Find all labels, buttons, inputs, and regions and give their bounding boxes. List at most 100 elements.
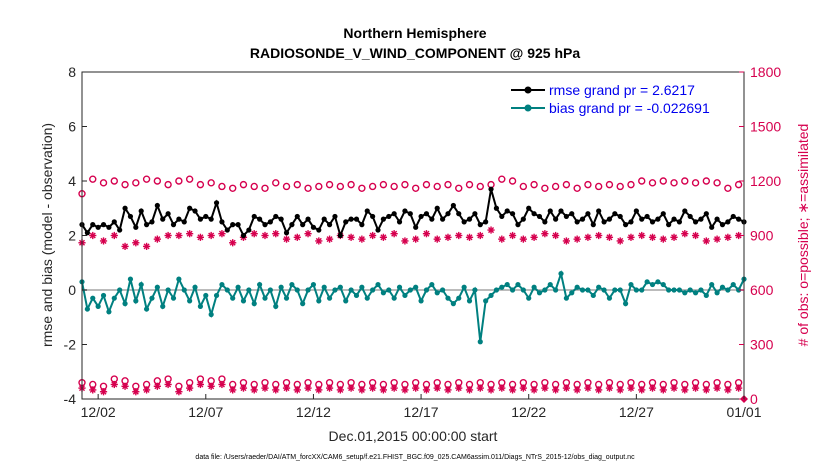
obs-possible-marker (476, 182, 484, 191)
rmse-line (81, 188, 745, 239)
obs-assimilated-marker (250, 230, 258, 238)
rmse-point (558, 208, 564, 214)
rmse-point (553, 216, 559, 222)
rmse-point (569, 211, 575, 217)
asterisk-stroke (423, 386, 430, 393)
obs-assimilated-marker (369, 384, 377, 392)
rmse-point (208, 216, 214, 222)
obs-assimilated-marker (530, 386, 538, 394)
obs-possible-marker (207, 179, 215, 187)
obs-possible-marker (358, 184, 366, 192)
obs-assimilated-marker (207, 382, 215, 390)
obs-possible-marker (411, 184, 420, 192)
obs-assimilated-marker (552, 231, 560, 240)
obs-assimilated-marker (508, 386, 517, 394)
asterisk-stroke (412, 385, 419, 392)
obs-assimilated-marker (487, 226, 495, 234)
bias-point (509, 287, 516, 293)
obs-possible-marker (594, 182, 603, 191)
rmse-point (310, 224, 317, 230)
rmse-point (278, 216, 284, 222)
asterisk-stroke (563, 237, 570, 244)
obs-possible-marker (573, 184, 581, 192)
obs-assimilated-marker (153, 382, 161, 390)
asterisk-stroke (509, 232, 516, 239)
asterisk-stroke (531, 234, 538, 241)
obs-assimilated-marker (175, 231, 183, 240)
asterisk-stroke (444, 234, 451, 241)
legend-rmse-marker (524, 86, 532, 94)
x-tick-label: 12/22 (511, 404, 546, 420)
bias-point (542, 287, 548, 293)
rmse-point (289, 222, 295, 228)
bias-point (434, 290, 440, 296)
rmse-point (375, 227, 381, 233)
rmse-point (601, 219, 607, 225)
rmse-point (526, 205, 532, 211)
bias-point (95, 303, 101, 309)
asterisk-stroke (671, 234, 678, 241)
rmse-point (257, 216, 263, 222)
right-y-axis: 0 300 600 900 1200 1500 1800 (739, 64, 781, 407)
obs-assimilated-marker (186, 230, 194, 238)
obs-assimilated-marker (229, 239, 237, 247)
chart-subtitle: RADIOSONDE_V_WIND_COMPONENT @ 925 hPa (250, 45, 580, 61)
asterisk-stroke (671, 385, 678, 392)
asterisk-stroke (315, 386, 322, 393)
rmse-point (413, 224, 419, 230)
asterisk-stroke (154, 383, 161, 390)
bias-point (596, 284, 602, 290)
obs-possible-marker (272, 179, 280, 187)
right-y-tick-label: 1800 (750, 64, 781, 80)
bias-point (138, 281, 144, 288)
asterisk-stroke (251, 230, 258, 237)
rmse-point (440, 216, 446, 222)
obs-possible-marker (659, 177, 667, 185)
bias-point (251, 301, 257, 307)
bias-point (628, 281, 634, 288)
rmse-point (515, 222, 521, 228)
rmse-point (445, 211, 451, 217)
bias-point (219, 281, 225, 288)
asterisk-stroke (660, 386, 667, 393)
rmse-point (181, 219, 187, 225)
rmse-point (671, 216, 677, 222)
obs-possible-marker (293, 180, 301, 189)
obs-possible-marker (185, 175, 194, 183)
bias-point (208, 311, 214, 318)
bias-point (413, 284, 419, 290)
obs-assimilated-marker (713, 384, 721, 392)
obs-assimilated-marker (261, 384, 269, 392)
rmse-point (719, 222, 726, 228)
obs-assimilated-marker (293, 386, 301, 394)
asterisk-stroke (229, 239, 236, 246)
bias-point (396, 284, 403, 290)
data-file-footnote: data file: /Users/raeder/DAI/ATM_forcXX/… (195, 454, 635, 461)
bias-point (461, 284, 467, 290)
rmse-point (547, 208, 553, 214)
bias-point (359, 284, 365, 290)
obs-possible-marker (401, 180, 409, 189)
obs-possible-marker (142, 175, 151, 183)
rmse-point (423, 211, 430, 217)
asterisk-stroke (520, 385, 527, 392)
bias-point (547, 281, 553, 288)
rmse-point (450, 202, 456, 209)
bias-point (149, 295, 155, 301)
obs-assimilated-marker (455, 384, 463, 392)
rmse-point (213, 200, 220, 206)
obs-assimilated-marker (153, 235, 161, 243)
rmse-point (649, 219, 656, 225)
bias-point (273, 303, 279, 309)
rmse-point (267, 219, 273, 225)
obs-assimilated-marker (487, 386, 495, 394)
obs-assimilated-marker (627, 384, 635, 392)
obs-possible-marker (239, 180, 248, 189)
asterisk-stroke (143, 243, 150, 250)
bias-point (391, 295, 397, 301)
rmse-point (687, 213, 693, 220)
obs-possible-marker (175, 177, 183, 185)
obs-assimilated-marker (282, 235, 291, 243)
bias-point (606, 295, 613, 301)
bias-point (477, 339, 483, 345)
